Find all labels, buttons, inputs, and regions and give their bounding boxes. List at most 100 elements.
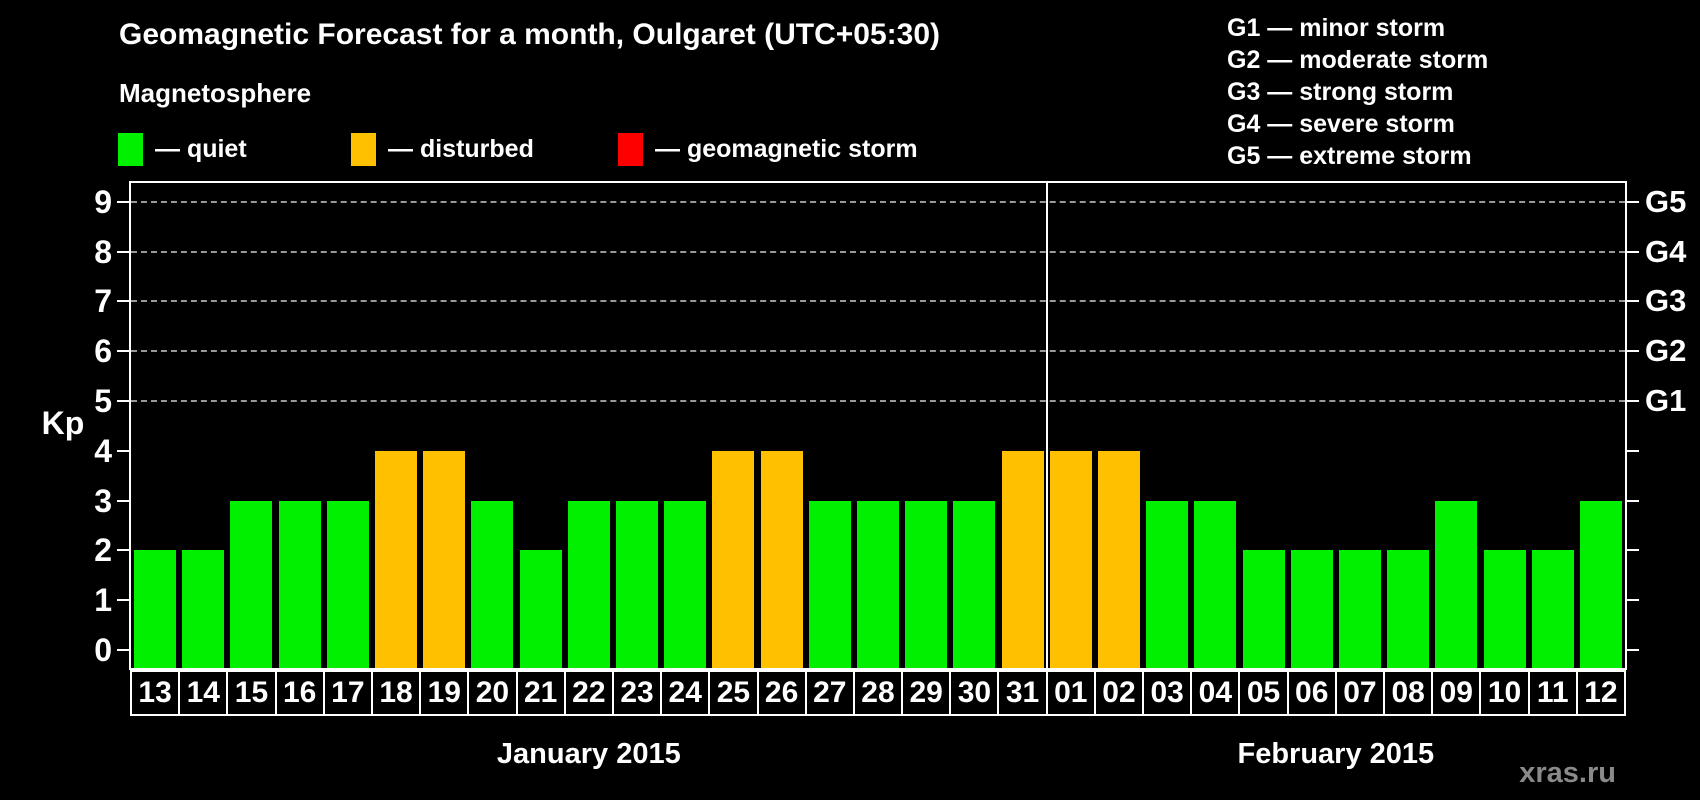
bar-day-08 <box>1387 550 1430 668</box>
day-cell-25: 25 <box>708 670 759 716</box>
g-legend-item-5: G5 — extreme storm <box>1227 142 1472 170</box>
g-axis-label-G4: G4 <box>1645 233 1687 269</box>
g-tick-0 <box>1627 649 1639 651</box>
g-axis-label-G3: G3 <box>1645 283 1687 319</box>
day-cell-23: 23 <box>611 670 663 716</box>
day-cell-09: 09 <box>1431 670 1482 716</box>
legend-label-disturbed: — disturbed <box>388 135 534 163</box>
bar-day-22 <box>567 500 610 668</box>
bar-day-01 <box>1049 450 1092 668</box>
g-axis-label-G1: G1 <box>1645 383 1687 418</box>
g-legend-item-4: G4 — severe storm <box>1227 110 1455 138</box>
legend-label-quiet: — quiet <box>155 135 247 163</box>
kp-tick-label-0: 0 <box>94 632 112 668</box>
legend-item-storm: — geomagnetic storm <box>618 133 918 166</box>
day-cell-30: 30 <box>949 670 1000 716</box>
kp-tick-label-1: 1 <box>94 582 112 619</box>
day-cell-24: 24 <box>660 670 711 716</box>
day-cell-13: 13 <box>130 670 181 716</box>
bar-day-29 <box>905 500 948 668</box>
kp-axis-label: Kp <box>41 405 85 441</box>
day-cell-18: 18 <box>370 670 422 716</box>
day-cell-16: 16 <box>274 670 325 716</box>
bar-day-20 <box>471 500 514 668</box>
kp-tick-label-4: 4 <box>94 432 112 469</box>
day-cell-15: 15 <box>226 670 277 716</box>
kp-tick-label-3: 3 <box>94 482 112 519</box>
grid-line-kp5 <box>131 400 1625 402</box>
kp-tick-9 <box>117 200 129 203</box>
kp-tick-0 <box>117 649 129 651</box>
bar-day-26 <box>760 450 803 668</box>
day-cell-04: 04 <box>1190 670 1241 716</box>
kp-tick-label-9: 9 <box>94 183 112 220</box>
bar-day-09 <box>1435 500 1478 668</box>
bar-day-11 <box>1531 550 1574 668</box>
storm-color-swatch <box>618 133 643 166</box>
g-tick-1 <box>1627 599 1639 602</box>
kp-tick-3 <box>117 499 129 502</box>
disturbed-color-swatch <box>351 133 376 166</box>
bar-day-24 <box>664 500 707 668</box>
bar-day-18 <box>375 450 418 668</box>
g-tick-3 <box>1627 499 1639 502</box>
kp-tick-8 <box>117 250 129 253</box>
g-tick-7 <box>1627 300 1639 303</box>
bar-day-04 <box>1194 500 1237 668</box>
day-cell-07: 07 <box>1334 670 1386 716</box>
bar-day-27 <box>808 500 851 668</box>
g-axis-label-G2: G2 <box>1645 333 1687 369</box>
grid-line-kp8 <box>131 250 1625 253</box>
day-cell-01: 01 <box>1045 670 1096 716</box>
day-cell-17: 17 <box>322 670 373 716</box>
kp-tick-label-7: 7 <box>94 283 112 320</box>
grid-line-kp7 <box>131 300 1625 303</box>
day-cell-05: 05 <box>1238 670 1289 716</box>
bar-day-31 <box>1001 450 1044 668</box>
kp-tick-label-6: 6 <box>94 333 112 370</box>
bar-day-16 <box>278 500 321 668</box>
day-cell-12: 12 <box>1575 670 1626 716</box>
g-axis-label-G5: G5 <box>1645 183 1687 219</box>
day-cell-11: 11 <box>1527 670 1578 716</box>
kp-tick-7 <box>117 300 129 303</box>
day-cell-26: 26 <box>756 670 807 716</box>
day-cell-29: 29 <box>901 670 952 716</box>
kp-tick-4 <box>117 449 129 452</box>
legend-label-storm: — geomagnetic storm <box>655 135 918 163</box>
bar-day-05 <box>1242 550 1285 668</box>
kp-tick-label-2: 2 <box>94 532 112 569</box>
chart-title: Geomagnetic Forecast for a month, Oulgar… <box>119 18 941 51</box>
bar-day-15 <box>230 500 273 668</box>
watermark: xras.ru <box>1519 757 1616 789</box>
g-tick-8 <box>1627 250 1639 253</box>
day-cell-08: 08 <box>1383 670 1434 716</box>
magnetosphere-legend-title: Magnetosphere <box>119 78 312 108</box>
day-cell-06: 06 <box>1286 670 1337 716</box>
plot-area <box>129 181 1627 670</box>
month-label-1: January 2015 <box>496 738 681 770</box>
day-cell-02: 02 <box>1093 670 1145 716</box>
g-tick-5 <box>1627 400 1639 402</box>
bar-day-12 <box>1579 500 1622 668</box>
bar-day-28 <box>857 500 899 668</box>
kp-tick-1 <box>117 599 129 602</box>
grid-line-kp6 <box>131 350 1625 353</box>
bar-day-06 <box>1290 550 1333 668</box>
day-cell-27: 27 <box>804 670 855 716</box>
g-legend-item-2: G2 — moderate storm <box>1227 46 1489 74</box>
g-tick-2 <box>1627 549 1639 552</box>
legend-item-quiet: — quiet <box>118 133 247 166</box>
kp-tick-6 <box>117 350 129 353</box>
kp-tick-label-5: 5 <box>94 383 112 419</box>
bar-day-07 <box>1338 550 1381 668</box>
quiet-color-swatch <box>118 133 143 166</box>
month-separator-line <box>1045 183 1048 668</box>
g-legend-item-3: G3 — strong storm <box>1227 78 1454 106</box>
day-cell-22: 22 <box>563 670 614 716</box>
bar-day-10 <box>1483 550 1526 668</box>
kp-tick-5 <box>117 400 129 402</box>
kp-tick-2 <box>117 549 129 552</box>
day-cell-14: 14 <box>178 670 229 716</box>
